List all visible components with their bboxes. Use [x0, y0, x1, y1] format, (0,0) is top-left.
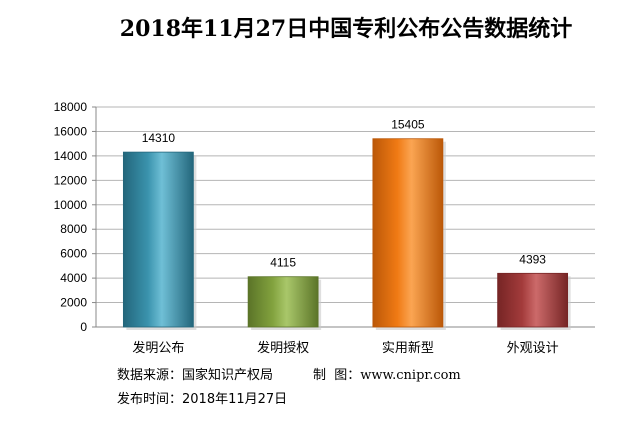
- category-label: 实用新型: [382, 340, 434, 356]
- y-tick-label: 16000: [54, 124, 88, 138]
- data-labels: 14310 4115 15405 4393: [142, 118, 547, 270]
- bar: [372, 138, 444, 328]
- y-tick-label: 12000: [54, 173, 88, 187]
- maker-label: 制 图：: [313, 368, 361, 383]
- source-line: 数据来源：国家知识产权局 制 图：www.cnipr.com: [117, 364, 461, 383]
- date-label: 发布时间：: [117, 392, 183, 407]
- bar: [497, 272, 569, 328]
- y-tick-label: 0: [80, 320, 87, 334]
- data-label: 15405: [391, 118, 425, 132]
- data-label: 4393: [519, 252, 546, 266]
- y-tick-label: 4000: [60, 271, 87, 285]
- category-label: 发明公布: [132, 340, 184, 356]
- bar: [247, 276, 319, 328]
- category-labels: 发明公布 发明授权 实用新型 外观设计: [132, 340, 558, 356]
- y-tick-label: 6000: [60, 247, 87, 261]
- source-value: 国家知识产权局: [182, 368, 274, 383]
- category-label: 发明授权: [257, 340, 309, 356]
- source-label: 数据来源：: [117, 368, 183, 383]
- chart-title: 2018年11月27日中国专利公布公告数据统计: [120, 16, 572, 42]
- date-line: 发布时间：2018年11月27日: [117, 388, 287, 407]
- y-tick-label: 14000: [54, 149, 88, 163]
- bar: [122, 151, 194, 328]
- maker-value: www.cnipr.com: [360, 368, 461, 383]
- bars: [122, 138, 571, 330]
- data-label: 14310: [142, 131, 176, 145]
- category-label: 外观设计: [507, 341, 559, 356]
- y-tick-label: 18000: [54, 100, 88, 114]
- data-label: 4115: [270, 256, 296, 270]
- y-tick-label: 10000: [54, 198, 88, 212]
- date-value: 2018年11月27日: [182, 392, 288, 407]
- y-tick-labels: 0 2000 4000 6000 8000 10000 12000 14000 16000 180…: [54, 100, 88, 334]
- y-tick-label: 8000: [60, 222, 87, 236]
- y-tick-label: 2000: [60, 296, 87, 310]
